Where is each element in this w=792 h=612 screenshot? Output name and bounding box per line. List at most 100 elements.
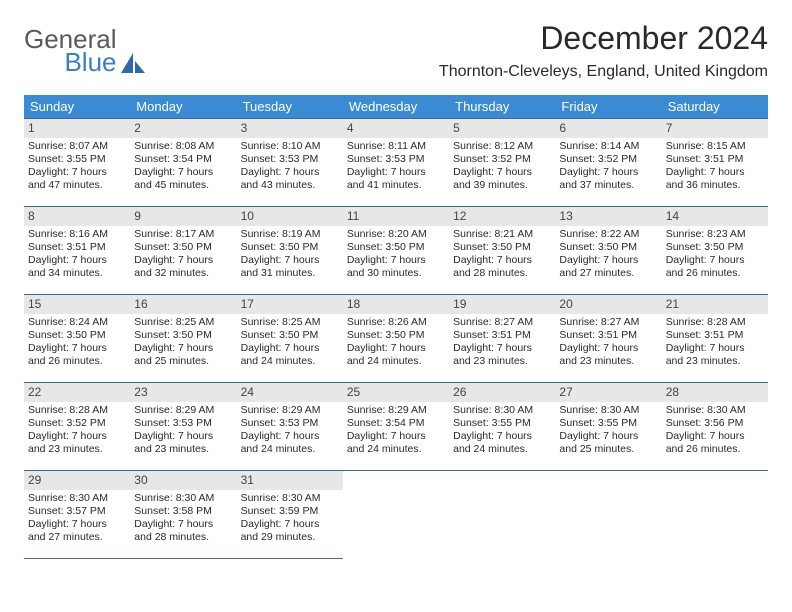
day-detail: and 30 minutes. <box>347 267 445 280</box>
calendar-cell: 2 Sunrise: 8:08 AMSunset: 3:54 PMDaylight… <box>130 119 236 207</box>
day-detail: Sunset: 3:51 PM <box>559 329 657 342</box>
day-detail: Daylight: 7 hours <box>347 166 445 179</box>
day-detail: Daylight: 7 hours <box>28 254 126 267</box>
day-detail: Daylight: 7 hours <box>134 254 232 267</box>
day-detail: Daylight: 7 hours <box>666 166 764 179</box>
calendar-row: 15Sunrise: 8:24 AMSunset: 3:50 PMDayligh… <box>24 295 768 383</box>
day-detail: Sunset: 3:51 PM <box>666 329 764 342</box>
day-number: 9 <box>130 207 236 226</box>
day-detail: Sunset: 3:53 PM <box>134 417 232 430</box>
day-detail: Sunset: 3:52 PM <box>559 153 657 166</box>
calendar-cell: 18 Sunrise: 8:26 AMSunset: 3:50 PMDayligh… <box>343 295 449 383</box>
day-detail: Sunrise: 8:29 AM <box>241 404 339 417</box>
day-detail: Daylight: 7 hours <box>241 430 339 443</box>
day-detail: Sunrise: 8:08 AM <box>134 140 232 153</box>
day-number: 4 <box>343 119 449 138</box>
day-detail: Daylight: 7 hours <box>453 342 551 355</box>
day-detail: Sunrise: 8:30 AM <box>28 492 126 505</box>
day-detail: Daylight: 7 hours <box>559 166 657 179</box>
day-number: 10 <box>237 207 343 226</box>
day-detail: and 37 minutes. <box>559 179 657 192</box>
day-detail: Daylight: 7 hours <box>453 430 551 443</box>
calendar-cell: 15Sunrise: 8:24 AMSunset: 3:50 PMDayligh… <box>24 295 130 383</box>
day-detail: Sunrise: 8:27 AM <box>453 316 551 329</box>
day-detail: Sunrise: 8:10 AM <box>241 140 339 153</box>
day-detail: Sunset: 3:55 PM <box>453 417 551 430</box>
day-detail: Sunrise: 8:25 AM <box>241 316 339 329</box>
day-number: 8 <box>24 207 130 226</box>
day-detail: Sunrise: 8:30 AM <box>559 404 657 417</box>
day-detail: Sunrise: 8:26 AM <box>347 316 445 329</box>
calendar-cell: 3Sunrise: 8:10 AMSunset: 3:53 PMDaylight… <box>237 119 343 207</box>
day-detail: and 23 minutes. <box>134 443 232 456</box>
day-detail: Daylight: 7 hours <box>134 166 232 179</box>
day-detail: Sunset: 3:50 PM <box>347 329 445 342</box>
day-detail: and 36 minutes. <box>666 179 764 192</box>
calendar-cell: 29Sunrise: 8:30 AMSunset: 3:57 PMDayligh… <box>24 471 130 559</box>
day-detail: Sunset: 3:58 PM <box>134 505 232 518</box>
day-number: 12 <box>449 207 555 226</box>
day-detail: Sunrise: 8:25 AM <box>134 316 232 329</box>
day-detail: and 28 minutes. <box>453 267 551 280</box>
day-detail: and 29 minutes. <box>241 531 339 544</box>
day-detail: and 45 minutes. <box>134 179 232 192</box>
day-detail: Sunrise: 8:21 AM <box>453 228 551 241</box>
day-number: 28 <box>662 383 768 402</box>
day-detail: Sunrise: 8:28 AM <box>28 404 126 417</box>
day-detail: and 39 minutes. <box>453 179 551 192</box>
day-number: 13 <box>555 207 661 226</box>
day-detail: Sunrise: 8:29 AM <box>347 404 445 417</box>
calendar-row: 8Sunrise: 8:16 AMSunset: 3:51 PMDaylight… <box>24 207 768 295</box>
day-number: 18 <box>343 295 449 314</box>
day-detail: Sunrise: 8:30 AM <box>134 492 232 505</box>
calendar-cell: 10Sunrise: 8:19 AMSunset: 3:50 PMDayligh… <box>237 207 343 295</box>
day-detail: Daylight: 7 hours <box>453 166 551 179</box>
day-detail: Sunset: 3:50 PM <box>134 241 232 254</box>
weekday-header-row: Sunday Monday Tuesday Wednesday Thursday… <box>24 95 768 119</box>
day-detail: Sunset: 3:50 PM <box>241 329 339 342</box>
day-number: 22 <box>24 383 130 402</box>
weekday-sat: Saturday <box>662 95 768 119</box>
day-detail: Sunrise: 8:14 AM <box>559 140 657 153</box>
day-detail: Daylight: 7 hours <box>28 430 126 443</box>
day-detail: and 23 minutes. <box>666 355 764 368</box>
day-number: 7 <box>662 119 768 138</box>
day-detail: Sunset: 3:50 PM <box>666 241 764 254</box>
day-detail: Sunrise: 8:17 AM <box>134 228 232 241</box>
calendar-cell: 22Sunrise: 8:28 AMSunset: 3:52 PMDayligh… <box>24 383 130 471</box>
day-detail: Daylight: 7 hours <box>28 342 126 355</box>
day-detail: Daylight: 7 hours <box>241 518 339 531</box>
calendar-table: Sunday Monday Tuesday Wednesday Thursday… <box>24 95 768 559</box>
day-detail: Sunrise: 8:24 AM <box>28 316 126 329</box>
day-number: 2 <box>130 119 236 138</box>
header: General Blue December 2024 Thornton-Clev… <box>24 20 768 81</box>
day-detail: Daylight: 7 hours <box>347 342 445 355</box>
day-detail: Sunset: 3:55 PM <box>559 417 657 430</box>
day-detail: Daylight: 7 hours <box>666 430 764 443</box>
day-detail: Sunset: 3:54 PM <box>134 153 232 166</box>
weekday-wed: Wednesday <box>343 95 449 119</box>
calendar-cell <box>555 471 661 559</box>
calendar-cell: 17Sunrise: 8:25 AMSunset: 3:50 PMDayligh… <box>237 295 343 383</box>
day-detail: Daylight: 7 hours <box>134 430 232 443</box>
day-detail: Daylight: 7 hours <box>28 166 126 179</box>
calendar-cell: 12Sunrise: 8:21 AMSunset: 3:50 PMDayligh… <box>449 207 555 295</box>
calendar-cell: 28Sunrise: 8:30 AMSunset: 3:56 PMDayligh… <box>662 383 768 471</box>
day-number: 26 <box>449 383 555 402</box>
weekday-fri: Friday <box>555 95 661 119</box>
day-detail: Daylight: 7 hours <box>134 518 232 531</box>
day-detail: Sunset: 3:50 PM <box>559 241 657 254</box>
day-detail: and 23 minutes. <box>28 443 126 456</box>
day-detail: Sunrise: 8:23 AM <box>666 228 764 241</box>
day-detail: and 24 minutes. <box>241 355 339 368</box>
weekday-sun: Sunday <box>24 95 130 119</box>
calendar-cell: 19Sunrise: 8:27 AMSunset: 3:51 PMDayligh… <box>449 295 555 383</box>
calendar-cell: 16Sunrise: 8:25 AMSunset: 3:50 PMDayligh… <box>130 295 236 383</box>
day-detail: Sunset: 3:53 PM <box>241 153 339 166</box>
day-detail: Sunset: 3:51 PM <box>666 153 764 166</box>
calendar-cell <box>449 471 555 559</box>
day-number: 17 <box>237 295 343 314</box>
calendar-cell: 26Sunrise: 8:30 AMSunset: 3:55 PMDayligh… <box>449 383 555 471</box>
day-detail: Sunrise: 8:11 AM <box>347 140 445 153</box>
month-title: December 2024 <box>439 20 768 57</box>
